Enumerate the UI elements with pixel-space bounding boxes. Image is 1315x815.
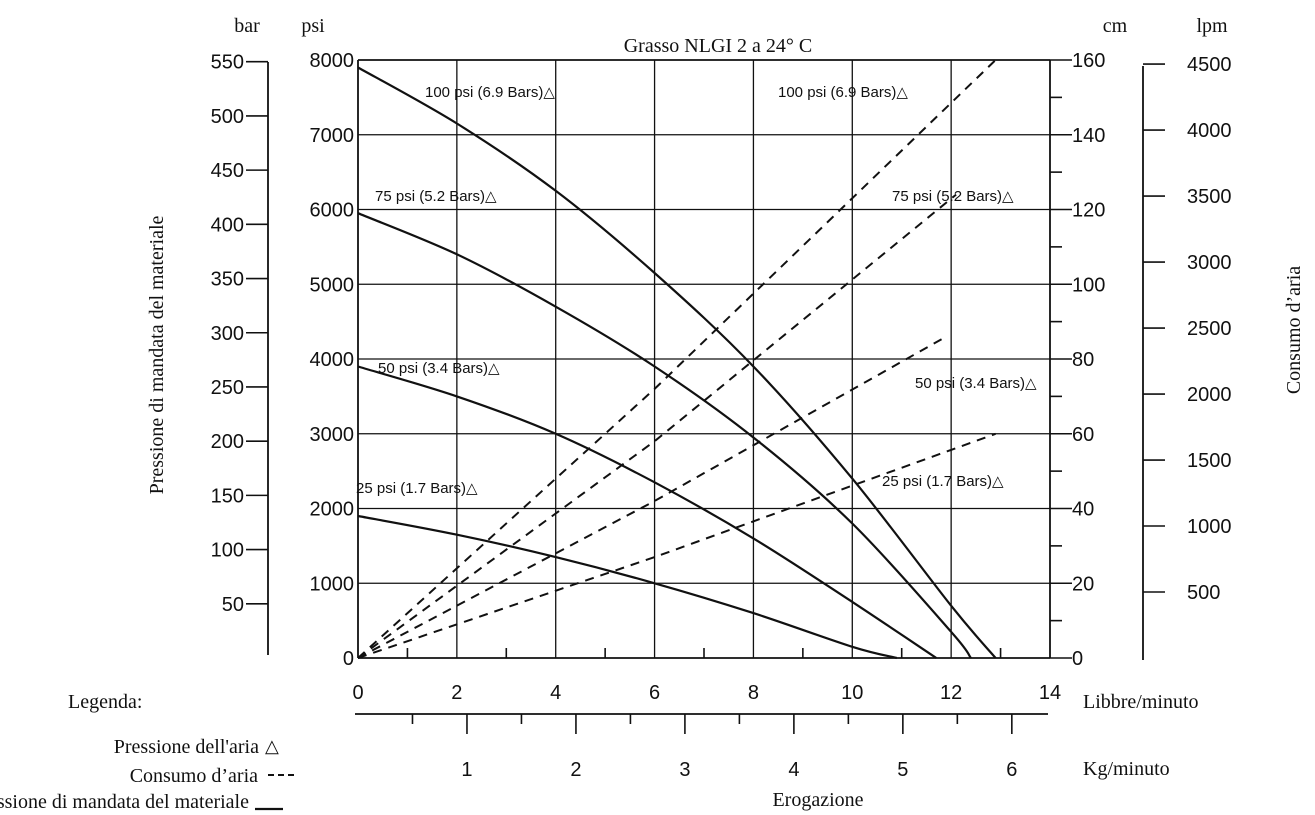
- bar-tick-label: 300: [211, 323, 244, 345]
- bar-tick-label: 500: [211, 106, 244, 128]
- chart-title: Grasso NLGI 2 a 24° C: [624, 35, 813, 57]
- air-line-label: 25 psi (1.7 Bars)△: [882, 473, 1004, 490]
- bar-tick-label: 350: [211, 269, 244, 291]
- kg-tick-label: 4: [788, 759, 799, 781]
- psi-tick-label: 8000: [310, 50, 355, 72]
- legend: Legenda: Pressione dell'aria △ Consumo d…: [0, 691, 296, 813]
- bar-tick-label: 200: [211, 431, 244, 453]
- legend-item-air-consumption: Consumo d’aria: [130, 765, 258, 787]
- air-line-label: 75 psi (5.2 Bars)△: [892, 188, 1014, 205]
- lbmin-tick-label: 12: [940, 682, 962, 704]
- pressure-curve-label: 50 psi (3.4 Bars)△: [378, 360, 500, 377]
- air-line-label: 100 psi (6.9 Bars)△: [778, 84, 908, 101]
- plot-grid: [357, 59, 1051, 659]
- legend-symbol-triangle: △: [265, 736, 279, 756]
- bar-tick-label: 250: [211, 377, 244, 399]
- psi-tick-label: 1000: [310, 573, 355, 595]
- lpm-tick-label: 500: [1187, 582, 1220, 604]
- bar-tick-label: 100: [211, 540, 244, 562]
- bar-tick-label: 400: [211, 214, 244, 236]
- bar-tick-label: 450: [211, 160, 244, 182]
- psi-tick-label: 5000: [310, 274, 355, 296]
- pressure-curve-1: [357, 212, 972, 659]
- pressure-curve-3: [357, 514, 898, 660]
- y-right-axis-title: Consumo d’aria: [1283, 266, 1305, 394]
- lbmin-tick-label: 6: [649, 682, 660, 704]
- lpm-tick-label: 2500: [1187, 318, 1232, 340]
- unit-bar: bar: [234, 15, 260, 37]
- psi-tick-label: 7000: [310, 125, 355, 147]
- lpm-tick-label: 1000: [1187, 516, 1232, 538]
- kg-tick-label: 6: [1006, 759, 1017, 781]
- kg-tick-label: 3: [679, 759, 690, 781]
- lbmin-tick-label: 4: [550, 682, 561, 704]
- x-secondary-axis-label: Kg/minuto: [1083, 758, 1170, 780]
- cm-tick-label: 120: [1072, 200, 1105, 222]
- cm-tick-label: 80: [1072, 349, 1094, 371]
- pressure-curve-0: [357, 66, 997, 659]
- cm-tick-label: 0: [1072, 648, 1083, 670]
- cm-tick-label: 100: [1072, 274, 1105, 296]
- x-primary-axis-label: Libbre/minuto: [1083, 691, 1199, 713]
- air-consumption-line-2: [357, 335, 947, 659]
- data-series: [357, 59, 997, 660]
- bar-tick-label: 150: [211, 485, 244, 507]
- cm-tick-label: 40: [1072, 499, 1094, 521]
- pressure-curve-label: 25 psi (1.7 Bars)△: [356, 480, 478, 497]
- psi-tick-label: 6000: [310, 200, 355, 222]
- cm-tick-label: 160: [1072, 50, 1105, 72]
- unit-psi: psi: [301, 15, 325, 37]
- kg-tick-label: 2: [570, 759, 581, 781]
- psi-tick-label: 3000: [310, 424, 355, 446]
- pressure-curve-label: 75 psi (5.2 Bars)△: [375, 188, 497, 205]
- psi-tick-label: 2000: [310, 499, 355, 521]
- lbmin-tick-label: 10: [841, 682, 863, 704]
- legend-title: Legenda:: [68, 691, 142, 713]
- lbmin-tick-label: 8: [748, 682, 759, 704]
- air-consumption-line-1: [357, 193, 957, 659]
- x-axis-caption: Erogazione: [772, 789, 863, 811]
- unit-lpm: lpm: [1196, 15, 1228, 37]
- series-labels: 100 psi (6.9 Bars)△ 75 psi (5.2 Bars)△ 50 …: [356, 84, 1037, 497]
- lbmin-tick-label: 14: [1039, 682, 1061, 704]
- lpm-tick-label: 3000: [1187, 252, 1232, 274]
- kg-tick-label: 1: [461, 759, 472, 781]
- lpm-tick-label: 3500: [1187, 186, 1232, 208]
- y-left-axis-title: Pressione di mandata del materiale: [146, 215, 168, 494]
- cm-tick-label: 140: [1072, 125, 1105, 147]
- pressure-curve-2: [357, 365, 937, 659]
- kg-tick-label: 5: [897, 759, 908, 781]
- lpm-tick-label: 2000: [1187, 384, 1232, 406]
- lbmin-tick-label: 2: [451, 682, 462, 704]
- cm-tick-label: 60: [1072, 424, 1094, 446]
- pressure-curve-label: 100 psi (6.9 Bars)△: [425, 84, 555, 101]
- air-consumption-line-3: [357, 432, 996, 659]
- psi-tick-label: 4000: [310, 349, 355, 371]
- legend-item-material-pressure: Pressione di mandata del materiale: [0, 791, 249, 813]
- lpm-tick-label: 1500: [1187, 450, 1232, 472]
- air-line-label: 50 psi (3.4 Bars)△: [915, 375, 1037, 392]
- cm-tick-label: 20: [1072, 573, 1094, 595]
- bar-tick-label: 50: [222, 594, 244, 616]
- unit-cm: cm: [1103, 15, 1128, 37]
- bar-tick-label: 550: [211, 52, 244, 74]
- lpm-tick-label: 4500: [1187, 54, 1232, 76]
- psi-tick-label: 0: [343, 648, 354, 670]
- legend-item-air-pressure: Pressione dell'aria: [114, 736, 259, 758]
- air-consumption-line-0: [357, 59, 997, 659]
- lbmin-tick-label: 0: [352, 682, 363, 704]
- lpm-tick-label: 4000: [1187, 120, 1232, 142]
